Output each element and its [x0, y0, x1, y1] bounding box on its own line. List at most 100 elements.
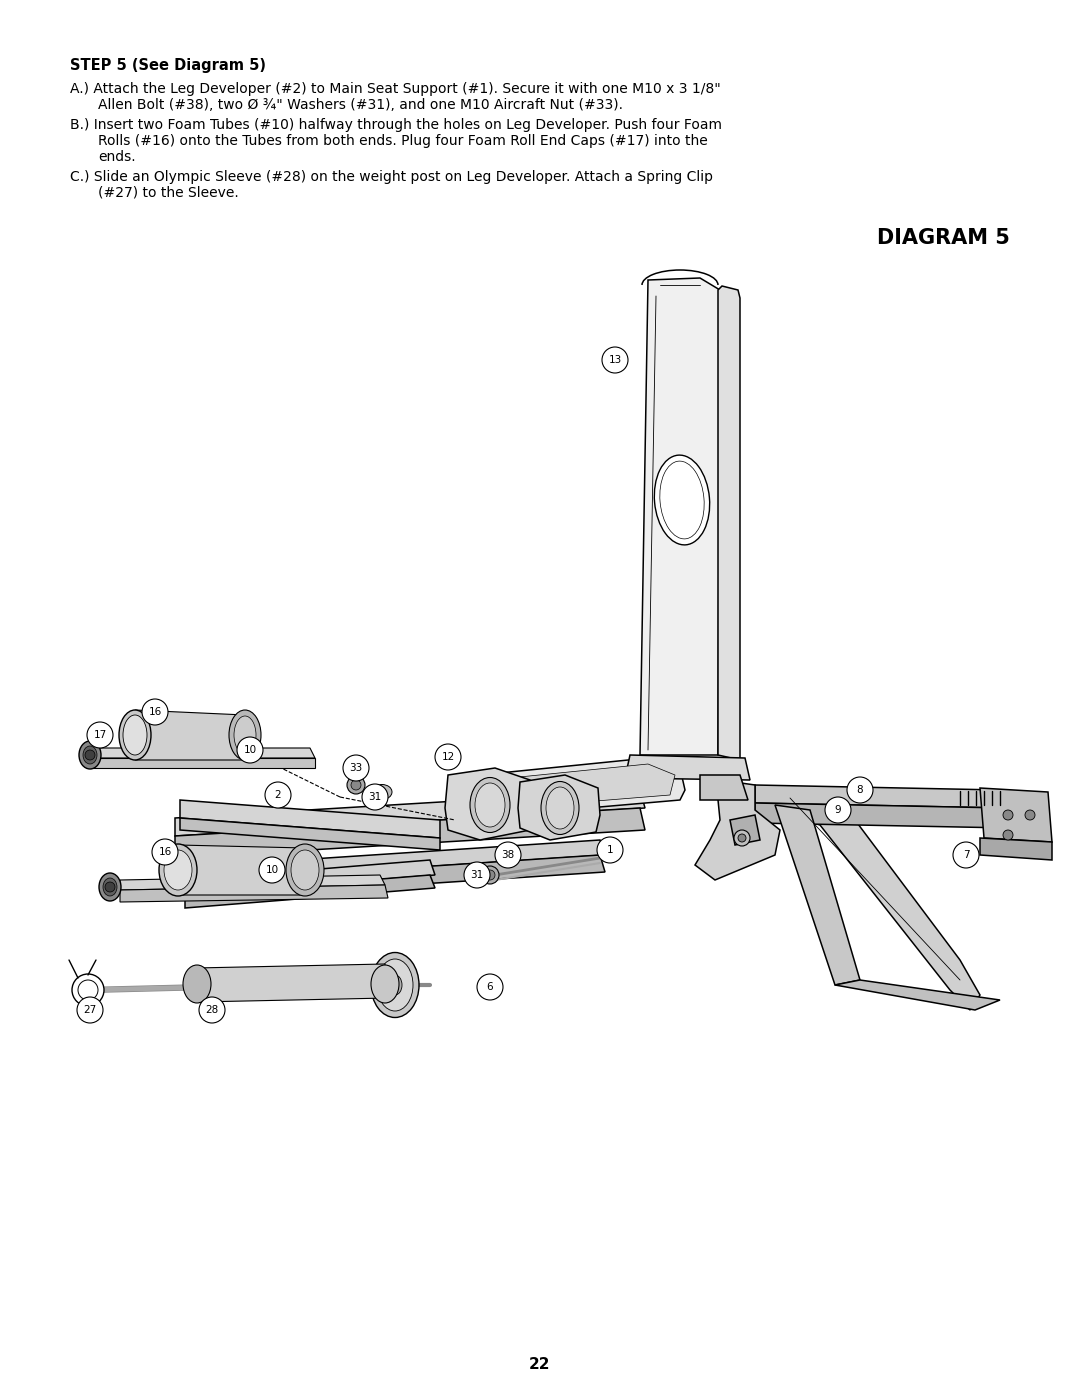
Ellipse shape: [159, 844, 197, 895]
Polygon shape: [175, 840, 605, 883]
Ellipse shape: [183, 965, 211, 1003]
Ellipse shape: [372, 785, 392, 799]
Polygon shape: [180, 819, 440, 849]
Text: 9: 9: [835, 805, 841, 814]
Text: C.) Slide an Olympic Sleeve (#28) on the weight post on Leg Developer. Attach a : C.) Slide an Olympic Sleeve (#28) on the…: [70, 170, 713, 184]
Polygon shape: [718, 286, 740, 760]
Circle shape: [435, 745, 461, 770]
Circle shape: [152, 840, 178, 865]
Circle shape: [734, 830, 750, 847]
Circle shape: [259, 856, 285, 883]
Text: 2: 2: [274, 789, 281, 800]
Ellipse shape: [470, 778, 510, 833]
Polygon shape: [730, 814, 760, 845]
Circle shape: [1003, 810, 1013, 820]
Polygon shape: [135, 710, 248, 760]
Ellipse shape: [654, 455, 710, 545]
Polygon shape: [175, 855, 605, 900]
Ellipse shape: [541, 781, 579, 834]
Text: 38: 38: [501, 849, 515, 861]
Text: 13: 13: [608, 355, 622, 365]
Circle shape: [953, 842, 978, 868]
Polygon shape: [178, 845, 308, 895]
Polygon shape: [90, 759, 315, 768]
Circle shape: [237, 738, 264, 763]
Text: 1: 1: [607, 845, 613, 855]
Ellipse shape: [388, 975, 402, 995]
Text: 17: 17: [93, 731, 107, 740]
Polygon shape: [185, 861, 435, 895]
Text: 16: 16: [159, 847, 172, 856]
Polygon shape: [696, 780, 780, 880]
Ellipse shape: [229, 710, 261, 760]
Text: (#27) to the Sleeve.: (#27) to the Sleeve.: [98, 186, 239, 200]
Text: 7: 7: [962, 849, 970, 861]
Polygon shape: [775, 789, 980, 1010]
Ellipse shape: [377, 958, 413, 1011]
Text: 27: 27: [83, 1004, 96, 1016]
Circle shape: [72, 974, 104, 1006]
Text: 31: 31: [368, 792, 381, 802]
Text: 33: 33: [349, 763, 363, 773]
Polygon shape: [120, 886, 388, 902]
Text: 28: 28: [205, 1004, 218, 1016]
Ellipse shape: [660, 461, 704, 539]
Ellipse shape: [475, 782, 505, 827]
Polygon shape: [120, 875, 384, 890]
Ellipse shape: [83, 746, 97, 764]
Circle shape: [477, 974, 503, 1000]
Ellipse shape: [481, 866, 499, 884]
Text: B.) Insert two Foam Tubes (#10) halfway through the holes on Leg Developer. Push: B.) Insert two Foam Tubes (#10) halfway …: [70, 117, 723, 131]
Polygon shape: [445, 768, 535, 840]
Ellipse shape: [234, 717, 256, 754]
Circle shape: [199, 997, 225, 1023]
Ellipse shape: [347, 775, 365, 793]
Circle shape: [495, 842, 521, 868]
Ellipse shape: [291, 849, 319, 890]
Circle shape: [77, 997, 103, 1023]
Circle shape: [141, 698, 168, 725]
Polygon shape: [175, 807, 645, 858]
Polygon shape: [180, 800, 440, 838]
Polygon shape: [835, 981, 1000, 1010]
Circle shape: [847, 777, 873, 803]
Polygon shape: [518, 775, 600, 840]
Circle shape: [265, 782, 291, 807]
Polygon shape: [700, 775, 748, 800]
Ellipse shape: [164, 849, 192, 890]
Polygon shape: [175, 789, 645, 835]
Ellipse shape: [123, 715, 147, 754]
Text: 22: 22: [529, 1356, 551, 1372]
Polygon shape: [460, 764, 675, 812]
Text: 31: 31: [471, 870, 484, 880]
Circle shape: [87, 722, 113, 747]
Polygon shape: [195, 964, 388, 1002]
Ellipse shape: [79, 740, 102, 768]
Ellipse shape: [103, 877, 117, 895]
Text: 12: 12: [442, 752, 455, 761]
Circle shape: [343, 754, 369, 781]
Ellipse shape: [372, 965, 399, 1003]
Polygon shape: [640, 278, 720, 754]
Text: DIAGRAM 5: DIAGRAM 5: [877, 228, 1010, 249]
Text: STEP 5 (See Diagram 5): STEP 5 (See Diagram 5): [70, 59, 266, 73]
Polygon shape: [185, 875, 435, 908]
Ellipse shape: [286, 844, 324, 895]
Text: 6: 6: [487, 982, 494, 992]
Ellipse shape: [99, 873, 121, 901]
Circle shape: [738, 834, 746, 842]
Text: A.) Attach the Leg Developer (#2) to Main Seat Support (#1). Secure it with one : A.) Attach the Leg Developer (#2) to Mai…: [70, 82, 720, 96]
Polygon shape: [755, 785, 1005, 807]
Ellipse shape: [119, 710, 151, 760]
Polygon shape: [625, 754, 750, 780]
Polygon shape: [450, 759, 685, 820]
Circle shape: [351, 780, 361, 789]
Text: 8: 8: [856, 785, 863, 795]
Polygon shape: [775, 805, 860, 985]
Circle shape: [602, 346, 627, 373]
Text: 10: 10: [266, 865, 279, 875]
Text: ends.: ends.: [98, 149, 136, 163]
Polygon shape: [980, 838, 1052, 861]
Circle shape: [85, 750, 95, 760]
Circle shape: [105, 882, 114, 893]
